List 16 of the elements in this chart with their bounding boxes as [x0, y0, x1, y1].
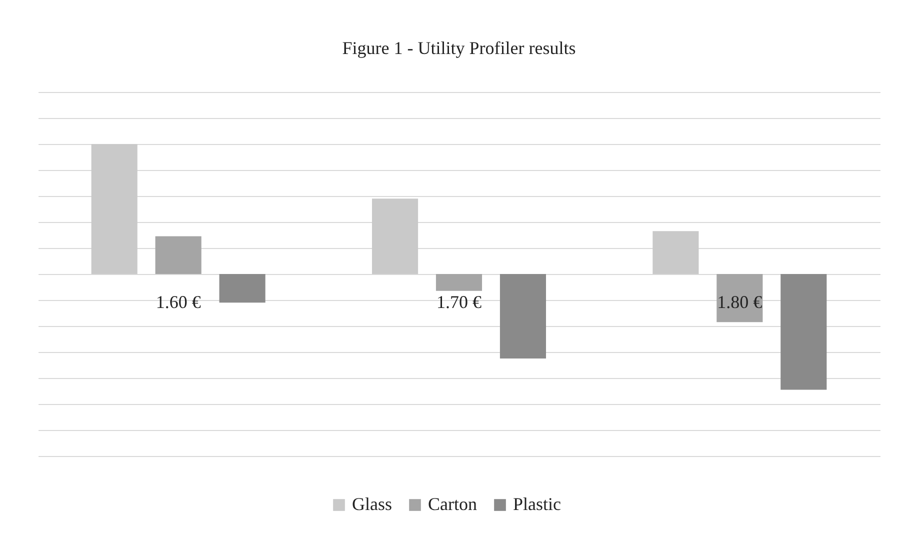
x-tick-label: 1.70 €	[436, 292, 482, 312]
bar	[91, 144, 138, 274]
bar	[652, 231, 699, 274]
bar	[219, 274, 266, 303]
legend-label: Glass	[352, 494, 392, 514]
x-tick-label: 1.60 €	[156, 292, 201, 312]
bar	[780, 274, 827, 390]
bar	[372, 198, 418, 274]
chart-title: Figure 1 - Utility Profiler results	[342, 38, 576, 58]
bar	[155, 236, 202, 274]
legend-label: Carton	[428, 494, 477, 514]
x-tick-label: 1.80 €	[717, 292, 762, 312]
bar	[500, 274, 546, 358]
bar	[716, 274, 763, 322]
legend-label: Plastic	[513, 494, 562, 514]
bar	[436, 274, 482, 291]
